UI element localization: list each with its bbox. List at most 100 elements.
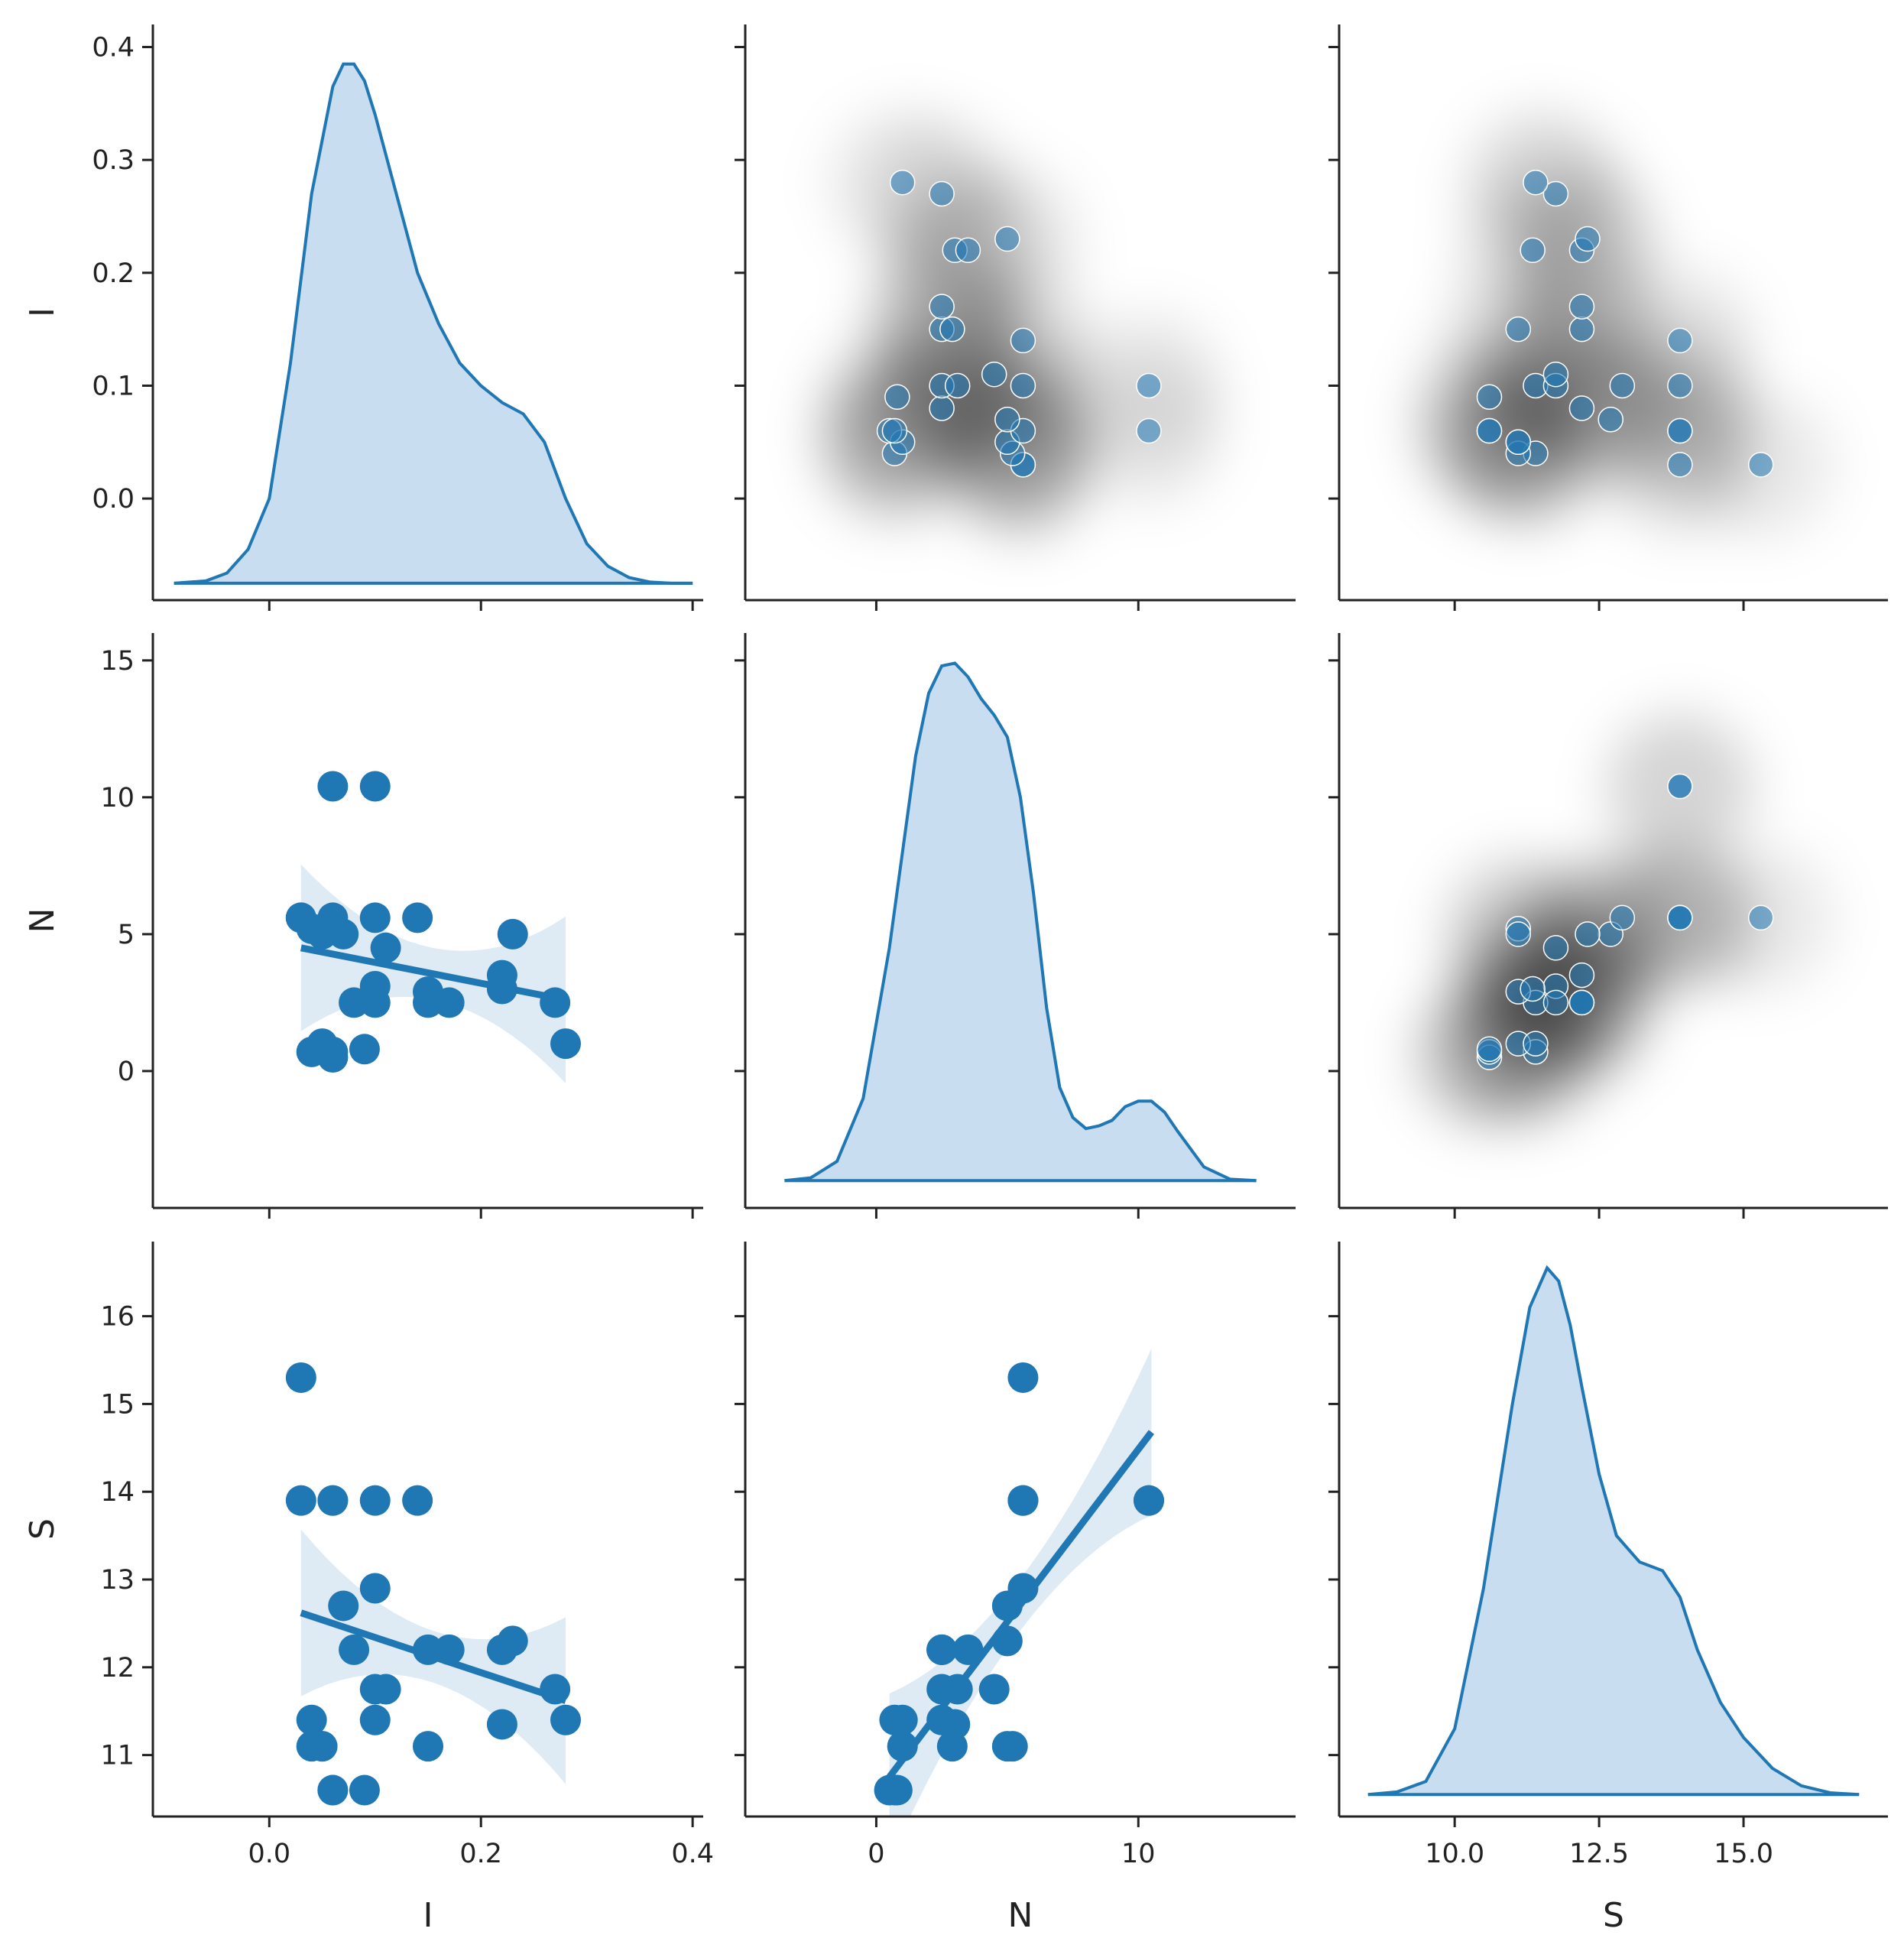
scatter-point — [497, 1625, 528, 1657]
scatter-point — [1136, 417, 1162, 444]
density-curve-I — [174, 62, 693, 585]
scatter-point — [1667, 452, 1693, 478]
y-axis-title: I — [23, 307, 62, 317]
scatter-point — [887, 1704, 918, 1735]
scatter-point — [296, 1704, 327, 1735]
scatter-point — [1542, 935, 1569, 961]
scatter-point — [1505, 316, 1532, 343]
panel-1-2 — [1328, 633, 1888, 1219]
plot-area — [1416, 713, 1834, 1131]
scatter-point — [1134, 1485, 1164, 1516]
y-axis-title: N — [23, 908, 62, 933]
scatter-point — [359, 970, 391, 1002]
x-axis-title: I — [423, 1896, 433, 1935]
scatter-point — [370, 1674, 401, 1705]
x-tick-label: 15.0 — [1714, 1839, 1773, 1869]
plot-area — [1367, 1265, 1860, 1797]
density-curve-N — [784, 661, 1257, 1183]
scatter-point — [944, 372, 971, 399]
scatter-point — [317, 1774, 349, 1806]
scatter-point — [359, 771, 391, 802]
scatter-point — [991, 1731, 1023, 1762]
scatter-point — [339, 1634, 370, 1665]
panel-0-1 — [735, 24, 1296, 611]
scatter-point — [1667, 417, 1693, 444]
scatter-point — [285, 1362, 316, 1393]
scatter-point — [1667, 904, 1693, 931]
y-tick-label: 11 — [100, 1741, 135, 1771]
scatter-point — [1568, 989, 1595, 1016]
scatter-point — [540, 987, 571, 1018]
y-tick-label: 15 — [100, 1389, 135, 1420]
scatter-point — [328, 918, 359, 950]
scatter-point — [339, 987, 370, 1018]
plot-area — [174, 62, 693, 585]
scatter-point — [1136, 372, 1162, 399]
scatter-point — [349, 1034, 380, 1065]
scatter-point — [1476, 384, 1503, 410]
x-tick-label: 10 — [1121, 1839, 1156, 1869]
plot-area — [816, 109, 1221, 537]
scatter-point — [939, 316, 965, 343]
panel-1-1 — [735, 633, 1296, 1219]
scatter-point — [486, 1709, 517, 1740]
scatter-point — [1523, 1031, 1549, 1057]
y-tick-label: 12 — [100, 1653, 135, 1683]
plot-area — [285, 771, 581, 1083]
panel-2-1: 0 10 N — [735, 1242, 1296, 1935]
x-tick-label: 0.4 — [671, 1839, 714, 1869]
scatter-point — [1609, 372, 1636, 399]
scatter-point — [1667, 372, 1693, 399]
density-fill-S — [1367, 1268, 1860, 1795]
scatter-point — [952, 1634, 984, 1665]
scatter-point — [1575, 226, 1601, 252]
scatter-point — [889, 169, 916, 196]
scatter-point — [926, 1634, 958, 1665]
scatter-point — [1568, 395, 1595, 421]
scatter-point — [359, 902, 391, 933]
scatter-point — [1476, 1036, 1503, 1063]
scatter-point — [1505, 429, 1532, 456]
panel-0-2 — [1328, 24, 1888, 611]
regression-line — [300, 944, 566, 1004]
x-tick-label: 0.0 — [248, 1839, 290, 1869]
scatter-point — [370, 932, 401, 963]
x-tick-label: 10.0 — [1425, 1839, 1484, 1869]
scatter-point — [359, 1704, 391, 1735]
density-curve-S — [1367, 1265, 1860, 1797]
scatter-point — [317, 1485, 349, 1516]
x-axis-title: S — [1603, 1896, 1624, 1935]
regression-line — [300, 1609, 567, 1704]
scatter-point — [1010, 327, 1036, 354]
scatter-point — [317, 1036, 349, 1067]
density-fill-N — [784, 663, 1257, 1181]
scatter-point — [349, 1774, 380, 1806]
plot-area — [874, 1349, 1164, 1817]
y-tick-label: 0.4 — [92, 33, 135, 63]
scatter-point — [1568, 316, 1595, 343]
scatter-point — [929, 294, 955, 320]
scatter-point — [1542, 180, 1569, 207]
scatter-point — [1520, 976, 1546, 1002]
scatter-point — [1523, 169, 1549, 196]
scatter-point — [1747, 452, 1774, 478]
x-tick-label: 0 — [868, 1839, 884, 1869]
panel-2-0: 11 12 13 14 15 16 0.0 0.2 0.4 S I — [23, 1242, 714, 1935]
scatter-point — [1010, 372, 1036, 399]
scatter-point — [1597, 407, 1623, 433]
y-tick-label: 15 — [100, 646, 135, 677]
kde-shading — [1416, 109, 1834, 537]
scatter-point — [359, 1573, 391, 1604]
scatter-point — [307, 1731, 338, 1762]
scatter-point — [1007, 1485, 1039, 1516]
y-tick-label: 0.2 — [92, 258, 135, 289]
scatter-point — [317, 771, 349, 802]
plot-area — [285, 1362, 581, 1806]
scatter-point — [550, 1028, 581, 1060]
scatter-point — [402, 1485, 433, 1516]
scatter-point — [994, 226, 1020, 252]
scatter-point — [1568, 962, 1595, 989]
y-tick-label: 13 — [100, 1565, 135, 1596]
